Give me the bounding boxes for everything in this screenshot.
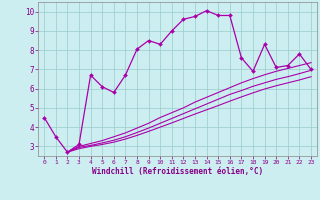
X-axis label: Windchill (Refroidissement éolien,°C): Windchill (Refroidissement éolien,°C) (92, 167, 263, 176)
